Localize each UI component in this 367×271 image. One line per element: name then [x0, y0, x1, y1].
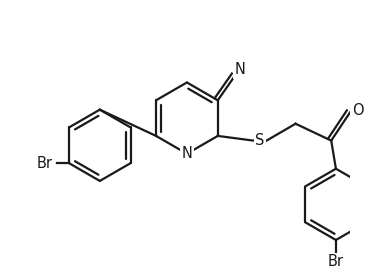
- Text: Br: Br: [328, 254, 344, 269]
- Text: N: N: [181, 146, 192, 161]
- Text: N: N: [235, 62, 246, 78]
- Text: S: S: [255, 133, 265, 148]
- Text: Br: Br: [37, 156, 52, 171]
- Text: O: O: [352, 103, 363, 118]
